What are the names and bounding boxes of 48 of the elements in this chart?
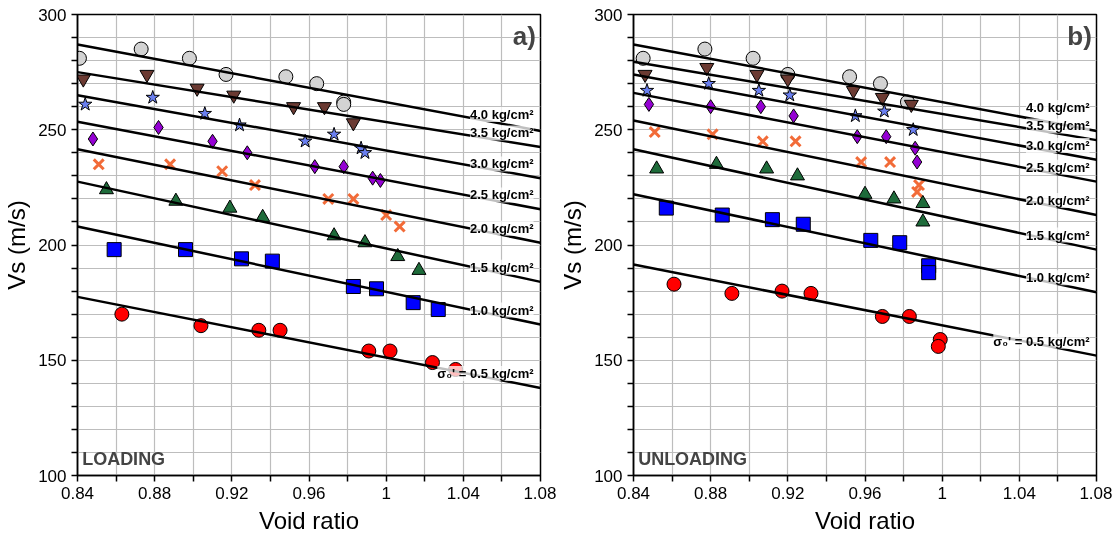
series-label: 1.5 kg/cm² [469, 259, 535, 275]
x-tick-label: 0.84 [60, 483, 95, 503]
x-tick-label: 0.92 [215, 483, 249, 503]
annotation: UNLOADING [638, 448, 748, 469]
annotation: a) [512, 21, 536, 52]
x-tick-label: 0.84 [616, 483, 651, 503]
series-label: 1.0 kg/cm² [1025, 270, 1091, 286]
y-axis-title: Vs (m/s) [559, 200, 587, 290]
x-tick-label: 1.08 [523, 483, 557, 503]
x-tick-label: 1 [937, 483, 947, 503]
series-label: σ₀' = 0.5 kg/cm² [993, 333, 1091, 349]
x-tick-label: 0.88 [138, 483, 172, 503]
x-tick-label: 0.96 [848, 483, 882, 503]
y-tick-label: 300 [594, 5, 623, 25]
series-label: 1.0 kg/cm² [469, 302, 535, 318]
x-tick-label: 1.08 [1079, 483, 1113, 503]
y-tick-label: 300 [38, 5, 67, 25]
series-label: σ₀' = 0.5 kg/cm² [437, 366, 535, 382]
annotation: LOADING [82, 448, 166, 469]
series-label: 1.5 kg/cm² [1025, 227, 1091, 243]
annotation: b) [1067, 21, 1092, 52]
y-tick-label: 150 [594, 351, 623, 371]
series-label: 2.0 kg/cm² [469, 220, 535, 236]
x-tick-label: 1.04 [1002, 483, 1036, 503]
series-label: 4.0 kg/cm² [1025, 99, 1091, 115]
y-tick-label: 250 [38, 120, 67, 140]
series-label: 3.0 kg/cm² [469, 156, 535, 172]
y-tick-label: 150 [38, 351, 67, 371]
y-tick-label: 200 [38, 236, 67, 255]
y-tick-label: 100 [594, 466, 623, 486]
series-label: 2.5 kg/cm² [469, 187, 535, 203]
x-tick-label: 1.04 [446, 483, 480, 503]
series-label: 3.5 kg/cm² [469, 125, 535, 141]
x-tick-label: 0.96 [292, 483, 326, 503]
series-label: 4.0 kg/cm² [469, 106, 535, 122]
series-label: 2.0 kg/cm² [1025, 193, 1091, 209]
x-tick-label: 0.92 [771, 483, 805, 503]
y-axis-title: Vs (m/s) [3, 200, 31, 290]
y-tick-label: 100 [38, 466, 67, 486]
x-axis-title: Void ratio [814, 506, 916, 534]
series-label: 2.5 kg/cm² [1025, 159, 1091, 175]
x-axis-title: Void ratio [258, 506, 360, 534]
x-tick-label: 1 [381, 483, 391, 503]
x-tick-label: 0.88 [694, 483, 728, 503]
y-tick-label: 200 [594, 236, 623, 255]
series-label: 3.0 kg/cm² [1025, 137, 1091, 153]
y-tick-label: 250 [594, 120, 623, 140]
series-label: 3.5 kg/cm² [1025, 118, 1091, 134]
